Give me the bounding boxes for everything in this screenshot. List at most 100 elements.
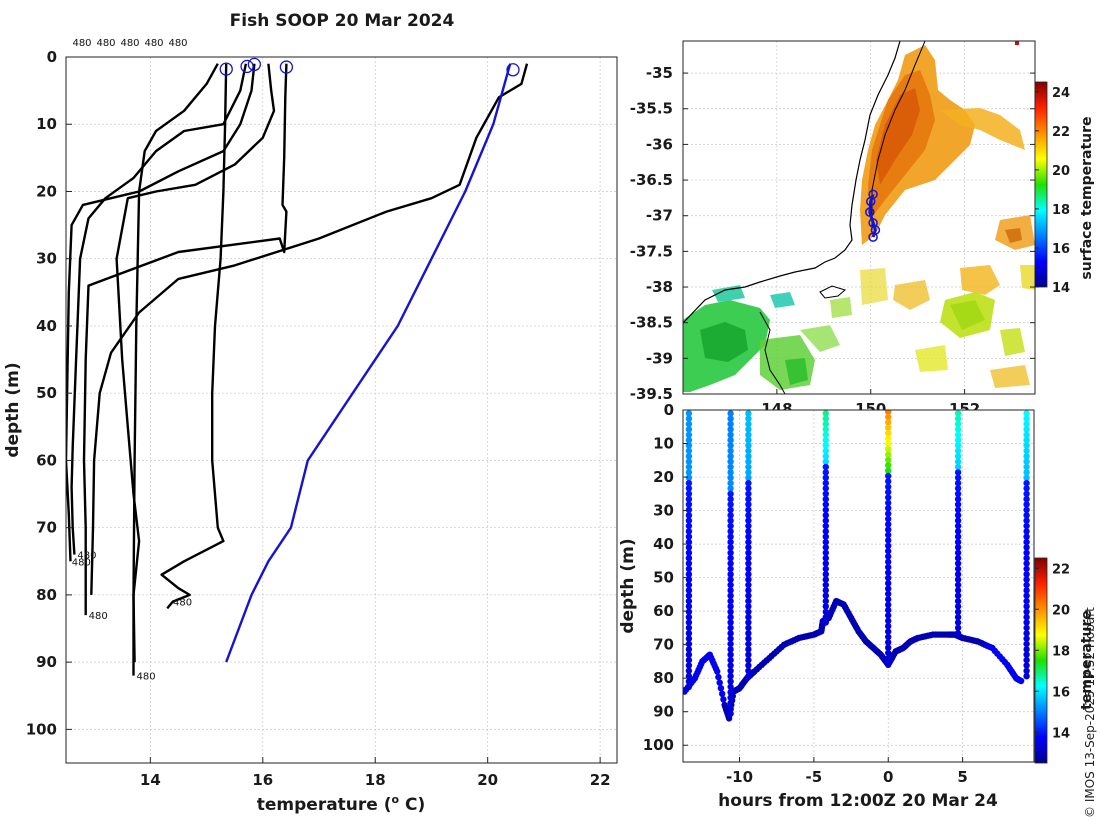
profile-surface-marker xyxy=(219,62,233,76)
section-cast-dot xyxy=(685,453,693,460)
section-x-tick-label: 5 xyxy=(957,768,967,786)
section-y-tick-label: 100 xyxy=(643,736,674,754)
shelf-contour xyxy=(871,41,926,230)
section-cast-dot xyxy=(727,522,734,530)
coastline-island xyxy=(819,285,847,299)
section-cast-dot xyxy=(822,549,829,556)
section-cast-dot xyxy=(1023,619,1030,626)
map-colorbar-tick-label: 16 xyxy=(1052,242,1070,257)
section-cast-dot xyxy=(727,656,734,664)
section-cast-dot xyxy=(1023,522,1030,530)
section-cast-dot xyxy=(1023,469,1030,476)
section-cast-dot xyxy=(745,506,752,514)
profile-end-label: 480 xyxy=(173,598,192,609)
section-cast-dot xyxy=(1023,640,1030,648)
profile-line-8 xyxy=(225,63,512,663)
section-cast-dot xyxy=(745,437,752,444)
profiles-y-tick-label: 20 xyxy=(36,182,57,200)
map-y-ticks: -35 -35.5 -36 -36.5 -37 -37.5 -38 -38.5 -39 -39.5 xyxy=(630,64,1035,403)
section-cast-dot xyxy=(745,576,752,583)
map-y-tick-label: -38.5 xyxy=(630,314,673,332)
section-cast-dot xyxy=(727,420,734,428)
section-cast-dot xyxy=(685,506,693,514)
section-cast-dot xyxy=(745,442,752,449)
profile-end-label: 480 xyxy=(89,611,108,622)
section-cast-dot xyxy=(685,463,693,471)
profile-line-5 xyxy=(115,63,276,676)
profile-surface-marker xyxy=(240,59,254,74)
section-y-axis-label: depth (m) xyxy=(618,538,638,633)
section-cast-dot xyxy=(685,415,693,422)
section-cast-dot xyxy=(745,496,752,503)
section-cast-dot xyxy=(727,667,734,674)
map-y-tick-label: -38 xyxy=(646,278,673,296)
section-cast-dot xyxy=(745,646,752,653)
section-cast-dot xyxy=(727,603,734,610)
section-dot xyxy=(714,668,721,675)
section-cast-dot xyxy=(885,483,892,490)
section-cast-dot xyxy=(745,463,752,471)
section-cast-dot xyxy=(727,533,734,540)
section-cast-dot xyxy=(745,410,752,417)
section-cast-dot xyxy=(822,426,829,433)
section-cast-dot xyxy=(727,415,734,422)
section-cast-dot xyxy=(727,662,734,669)
section-cast-dot xyxy=(1023,544,1030,551)
profiles-y-tick-label: 30 xyxy=(36,250,57,268)
section-y-ticks: 0 10 20 30 40 50 60 70 80 90 100 xyxy=(643,401,688,754)
section-cast-dot xyxy=(1023,538,1030,546)
profile-line-4 xyxy=(82,63,288,616)
section-cast-dot xyxy=(727,474,734,481)
section-cast-dot xyxy=(685,458,693,465)
section-cast-dot xyxy=(685,544,693,551)
section-cast-dot xyxy=(1023,410,1030,417)
section-cast-dot xyxy=(822,544,829,551)
section-cast-dot xyxy=(685,635,693,642)
section-cast-dot xyxy=(685,522,693,530)
section-cast-dot xyxy=(745,619,752,626)
section-cast-dot xyxy=(954,538,962,546)
profile-line-3 xyxy=(66,63,256,562)
section-cast-dot xyxy=(1023,490,1030,497)
section-cast-dot xyxy=(685,469,693,476)
section-cast-dot xyxy=(822,420,829,428)
profiles-y-tick-label: 40 xyxy=(36,317,57,335)
section-cast-dot xyxy=(954,528,962,535)
profile-line-2 xyxy=(70,63,248,555)
section-cast-dot xyxy=(885,633,892,641)
section-cast-dot xyxy=(685,619,693,626)
section-cast-dot xyxy=(822,538,829,546)
section-cast-dot xyxy=(745,447,752,455)
map-colorbar-ticks: 14 16 18 20 22 24 xyxy=(1035,86,1070,296)
section-cast-dot xyxy=(885,494,892,501)
section-cast-dot xyxy=(727,485,734,492)
section-cast-dot xyxy=(685,496,693,503)
section-cast-dot xyxy=(685,640,693,648)
section-cast-dot xyxy=(954,517,962,524)
profile-line-1 xyxy=(160,63,228,610)
section-cast-dot xyxy=(954,608,962,615)
section-cast-dot xyxy=(727,431,734,438)
section-grid xyxy=(683,409,1034,762)
section-cast-dot xyxy=(885,606,892,614)
section-cast-dot xyxy=(1023,517,1030,524)
profiles-x-ticks: 14 16 18 20 22 xyxy=(140,757,611,789)
section-cast-dot xyxy=(885,435,892,442)
section-cast-dot xyxy=(727,565,734,573)
section-cast-dot xyxy=(1023,560,1030,567)
section-cast-dot xyxy=(885,472,892,480)
profile-surface-marker xyxy=(247,57,262,72)
section-cast-dot xyxy=(885,612,892,619)
sst-warm-band xyxy=(860,45,1035,388)
section-cast-dot xyxy=(954,630,962,637)
section-cast-dot xyxy=(954,426,962,433)
section-cast-dot xyxy=(727,576,734,583)
section-cast-dot xyxy=(1023,565,1030,573)
section-cast-dot xyxy=(885,617,892,625)
section-cast-dot xyxy=(727,506,734,514)
section-cast-dot xyxy=(745,522,752,530)
figure-title: Fish SOOP 20 Mar 2024 xyxy=(230,11,455,31)
section-cast-dot xyxy=(885,526,892,533)
section-y-tick-label: 10 xyxy=(653,435,674,453)
section-cast-dot xyxy=(885,649,892,657)
